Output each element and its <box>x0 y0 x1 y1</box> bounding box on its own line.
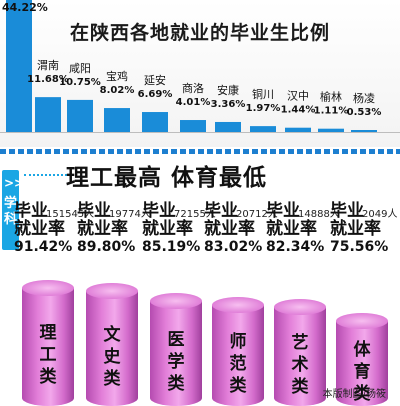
region-bar <box>250 126 276 132</box>
region-bar <box>180 120 206 132</box>
major-section: >> 学科 理工最高 体育最低 毕业 151545人 就业率 91.42% 毕业… <box>0 156 400 406</box>
region-category-label: 铜川 <box>252 87 274 101</box>
major-stat-wen-shi: 毕业 19774人 就业率 89.80% <box>77 201 151 256</box>
region-category-label: 安康 <box>217 83 239 97</box>
major-name: 理 工 类 <box>39 323 57 387</box>
region-value-label: 1.44% <box>281 105 316 116</box>
employment-rate: 85.19% <box>142 239 201 255</box>
major-headline: 理工最高 体育最低 <box>66 165 268 191</box>
rate-label: 就业率 <box>266 219 317 239</box>
major-name: 师 范 类 <box>229 331 247 396</box>
graduate-count: 72155人 <box>174 209 216 220</box>
employment-rate: 91.42% <box>14 239 73 255</box>
graduates-label: 毕业 <box>142 201 176 221</box>
rate-label: 就业率 <box>14 219 65 239</box>
region-bar <box>35 97 61 132</box>
region-bar <box>104 108 130 132</box>
cylinder-top <box>274 299 326 315</box>
major-name: 医 学 类 <box>167 329 185 394</box>
dotted-connector <box>24 174 67 176</box>
graduate-count: 19774人 <box>109 209 151 220</box>
region-category-label: 咸阳 <box>69 62 91 75</box>
region-value-label: 44.22% <box>2 1 48 14</box>
graduates-label: 毕业 <box>14 201 48 221</box>
major-stat-yi-xue: 毕业 72155人 就业率 85.19% <box>142 201 216 256</box>
employment-rate: 82.34% <box>266 239 325 255</box>
region-bar <box>285 127 311 132</box>
cylinder-body <box>274 307 326 406</box>
region-category-label: 商洛 <box>182 81 204 95</box>
major-stat-ti-yu: 毕业 2049人 就业率 75.56% <box>330 201 397 256</box>
cylinder-top <box>86 283 138 299</box>
region-category-label: 榆林 <box>320 90 342 104</box>
cylinder-body <box>212 305 264 406</box>
region-category-label: 杨凌 <box>353 91 375 105</box>
cylinder-body <box>336 321 388 406</box>
side-tab: >> 学科 <box>2 170 25 250</box>
region-value-label: 1.11% <box>314 106 349 117</box>
cylinder-body <box>22 288 74 406</box>
region-bar <box>67 99 93 132</box>
region-category-label: 汉中 <box>287 90 309 103</box>
graduate-count: 14888人 <box>298 209 340 220</box>
region-value-label: 1.97% <box>246 103 281 114</box>
region-value-label: 6.69% <box>138 89 173 100</box>
cylinder-body <box>86 291 138 406</box>
graduates-label: 毕业 <box>77 201 111 221</box>
major-name: 文 史 类 <box>103 324 121 389</box>
region-value-label: 11.68% <box>27 74 69 85</box>
employment-rate: 83.02% <box>204 239 263 255</box>
credit-line: 本版制图/杨筱 <box>322 389 386 400</box>
region-value-label: 10.75% <box>59 77 101 88</box>
rate-label: 就业率 <box>204 219 255 239</box>
rate-label: 就业率 <box>77 219 128 239</box>
major-name: 艺 术 类 <box>291 332 309 397</box>
rate-label: 就业率 <box>330 219 381 239</box>
graduates-label: 毕业 <box>266 201 300 221</box>
cylinder-top <box>336 313 388 329</box>
cylinder-top <box>212 297 264 313</box>
region-value-label: 3.36% <box>211 99 246 110</box>
graduate-count: 151545人 <box>46 209 95 220</box>
cylinder-top <box>22 280 74 296</box>
region-bar <box>351 130 377 132</box>
double-chevron-right-icon: >> <box>4 176 25 190</box>
employment-rate: 75.56% <box>330 239 389 255</box>
section-divider <box>0 149 400 154</box>
region-bar-chart: 44.22% 渭南 11.68%咸阳 10.75% 宝鸡 8.02% 延安 6.69% 商洛 4.… <box>0 0 400 133</box>
employment-rate: 89.80% <box>77 239 136 255</box>
region-category-label: 宝鸡 <box>106 69 128 83</box>
region-value-label: 0.53% <box>347 107 382 118</box>
region-bar <box>215 121 241 132</box>
major-name: 体 育 类 <box>353 339 371 404</box>
graduates-label: 毕业 <box>204 201 238 221</box>
graduates-label: 毕业 <box>330 201 364 221</box>
region-category-label: 延安 <box>144 73 166 87</box>
major-stat-li-gong: 毕业 151545人 就业率 91.42% <box>14 201 94 256</box>
region-value-label: 8.02% <box>100 85 135 96</box>
region-bar <box>142 112 168 132</box>
region-bar <box>6 0 32 132</box>
major-stat-shi-fan: 毕业 20712人 就业率 83.02% <box>204 201 278 256</box>
major-stat-yi-shu: 毕业 14888人 就业率 82.34% <box>266 201 340 256</box>
graduate-count: 20712人 <box>236 209 278 220</box>
side-tab-label: 学科 <box>3 196 17 227</box>
region-chart: 44.22% 渭南 11.68% 咸阳 10.75% 宝鸡 8.02% 延安 6.69% 商洛 4.… <box>0 0 400 147</box>
region-category-label: 渭南 <box>37 59 59 72</box>
cylinder-body <box>150 301 202 406</box>
region-bar <box>318 128 344 132</box>
rate-label: 就业率 <box>142 219 193 239</box>
region-value-label: 4.01% <box>176 97 211 108</box>
region-chart-title: 在陕西各地就业的毕业生比例 <box>69 22 330 44</box>
cylinder-top <box>150 293 202 309</box>
graduate-count: 2049人 <box>362 209 398 220</box>
